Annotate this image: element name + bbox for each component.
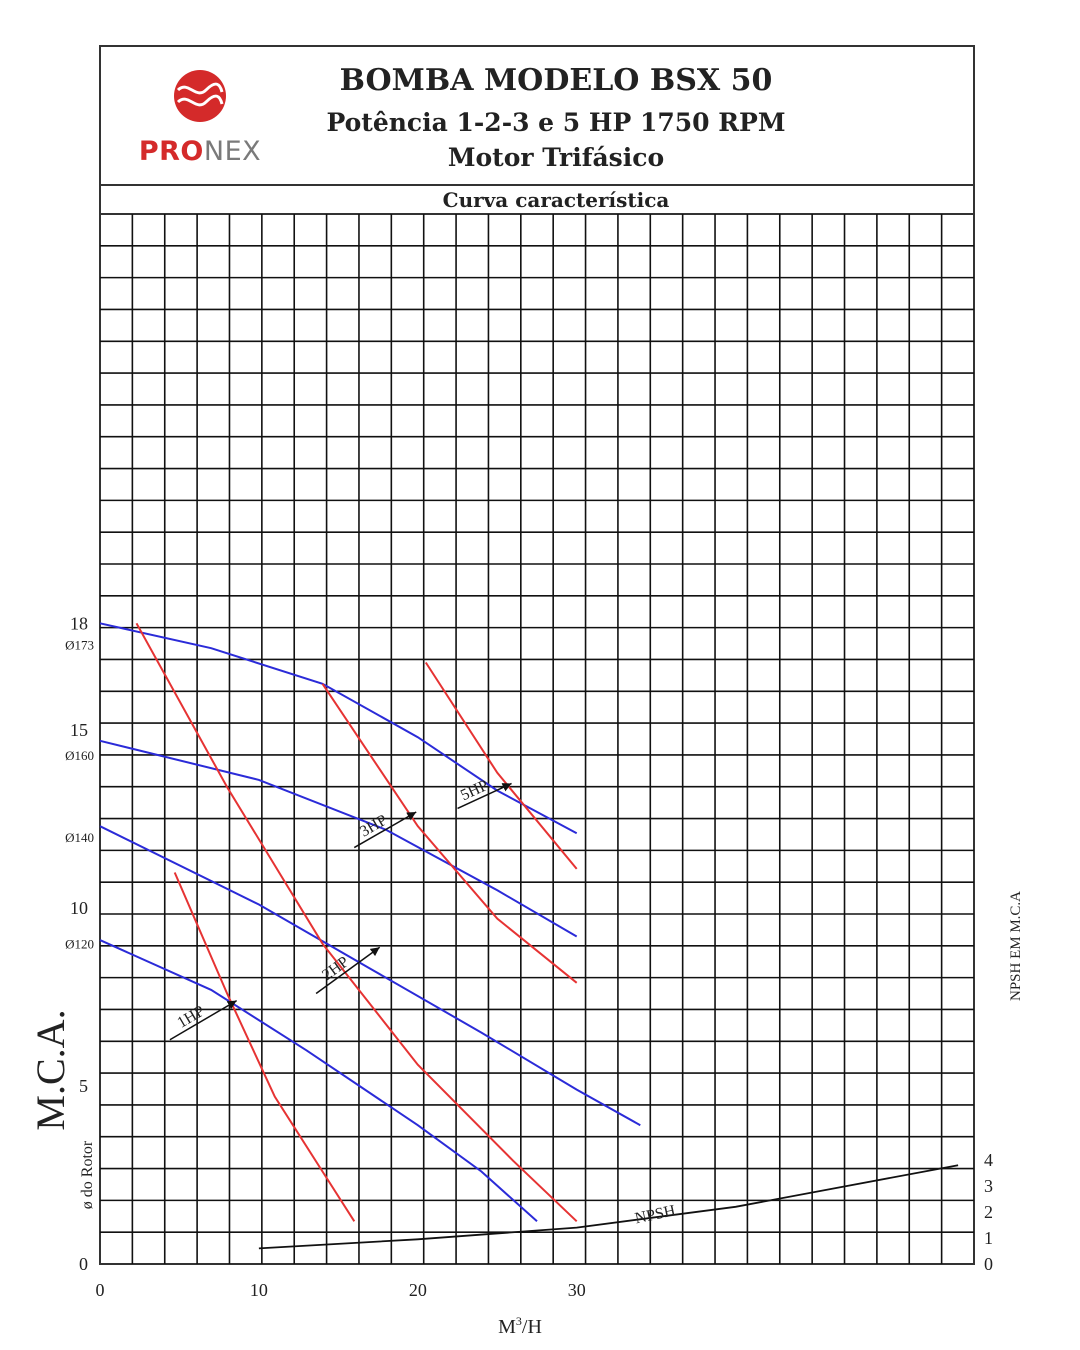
y-tick-label: 5 — [79, 1076, 88, 1096]
impeller-curve-Ø140 — [99, 825, 641, 1127]
arrow-3HP — [353, 811, 417, 849]
x-tick-label: 0 — [96, 1280, 105, 1300]
x-tick-label: 10 — [250, 1280, 268, 1300]
logo-text-light: NEX — [204, 136, 261, 167]
impeller-label-Ø140: Ø140 — [65, 830, 94, 845]
y2-tick-label: 4 — [984, 1150, 993, 1170]
arrow-2HP — [315, 946, 381, 995]
power-curve-1HP — [173, 872, 356, 1222]
y2-axis-title: NPSH EM M.C.A — [1008, 891, 1024, 1001]
logo-icon — [174, 70, 226, 122]
impeller-curve-Ø120 — [99, 939, 538, 1223]
chart-motor: Motor Trifásico — [448, 143, 664, 172]
y-tick-label: 0 — [79, 1254, 88, 1274]
power-curve-3HP — [321, 683, 578, 984]
pronex-logo: PRONEX — [139, 70, 261, 167]
chart-subtitle: Potência 1-2-3 e 5 HP 1750 RPM — [326, 108, 785, 137]
grid — [100, 214, 974, 1264]
y-tick-label: 10 — [70, 898, 88, 918]
impeller-curve-Ø173 — [99, 622, 578, 835]
curves — [99, 622, 959, 1250]
y-tick-label: 18 — [70, 613, 88, 633]
npsh-label: NPSH — [633, 1202, 677, 1227]
chart-title: BOMBA MODELO BSX 50 — [340, 63, 773, 98]
logo-wave-icon — [176, 82, 224, 95]
arrow-5HP — [457, 782, 512, 810]
logo-text-bold: PRO — [139, 136, 204, 167]
y2-tick-label: 2 — [984, 1202, 993, 1222]
outer-frame — [99, 45, 975, 1265]
logo-wave-icon-2 — [176, 94, 224, 107]
npsh-curve — [258, 1164, 959, 1250]
x-axis-title: M3/H — [498, 1314, 542, 1338]
logo-text: PRONEX — [139, 136, 261, 167]
y-axis-title: M.C.A. — [28, 1009, 73, 1130]
impeller-label-Ø173: Ø173 — [65, 638, 94, 653]
diameter-axis-title: ø do Rotor — [79, 1140, 96, 1209]
y2-tick-label: 0 — [984, 1254, 993, 1274]
x-tick-label: 20 — [409, 1280, 427, 1300]
power-curve-5HP — [424, 661, 578, 870]
x-axis-title-rest: /H — [522, 1316, 542, 1338]
y2-tick-label: 3 — [984, 1176, 993, 1196]
impeller-label-Ø120: Ø120 — [65, 937, 94, 952]
impeller-curve-Ø160 — [99, 739, 578, 938]
axis-labels: 0 10 20 300510151801234Ø173Ø160Ø140Ø1201HP2… — [65, 613, 993, 1300]
y-tick-label: 15 — [70, 720, 88, 740]
impeller-label-Ø160: Ø160 — [65, 748, 94, 763]
x-tick-label: 30 — [568, 1280, 586, 1300]
y2-tick-label: 1 — [984, 1228, 993, 1248]
x-axis-title-sup: 3 — [516, 1314, 522, 1328]
chart-caption: Curva característica — [443, 188, 670, 212]
power-curve-2HP — [135, 622, 578, 1223]
arrow-1HP — [169, 999, 238, 1041]
